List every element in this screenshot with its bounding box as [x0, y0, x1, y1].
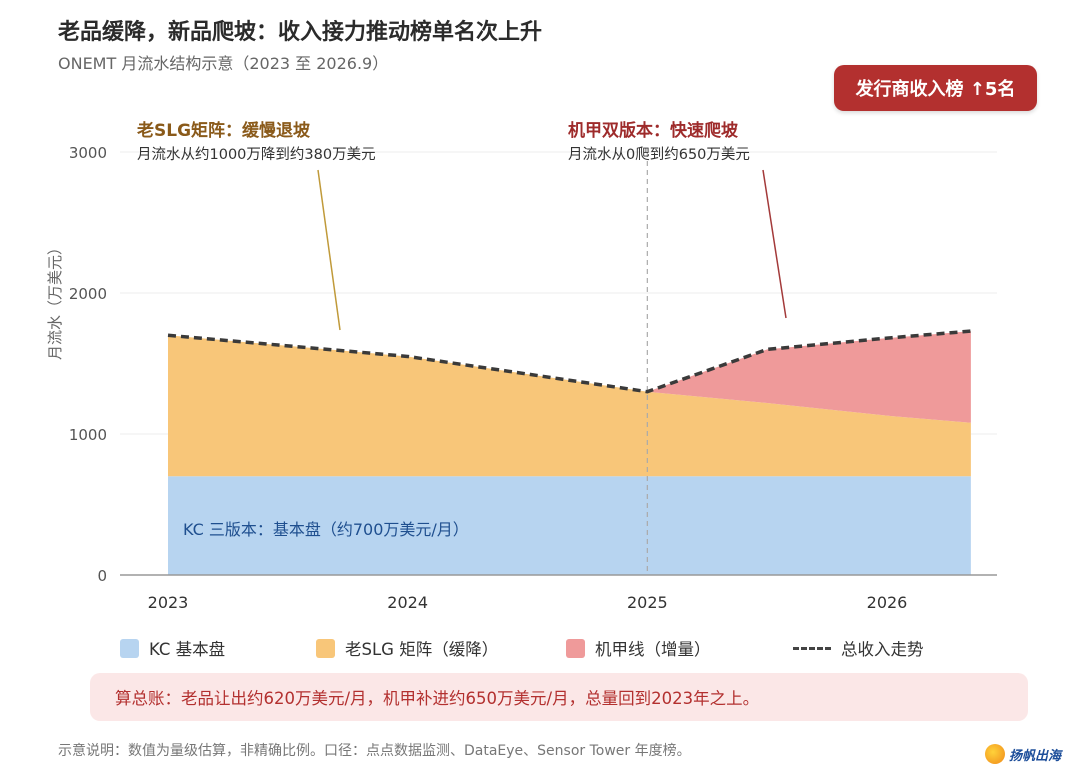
y-axis-label: 月流水（万美元）: [46, 240, 64, 360]
legend-label-slg: 老SLG 矩阵（缓降）: [345, 640, 499, 659]
chart-title: 老品缓降，新品爬坡：收入接力推动榜单名次上升: [58, 20, 543, 45]
x-tick-label-2024: 2024: [387, 593, 428, 612]
legend-item-total: 总收入走势: [793, 636, 924, 660]
y-tick-label: 1000: [69, 426, 107, 444]
y-tick-label: 3000: [69, 144, 107, 162]
y-tick-label: 2000: [69, 285, 107, 303]
total-trend-line: [167, 329, 972, 394]
x-tick-label-2025: 2025: [627, 593, 668, 612]
legend-swatch-total: [793, 646, 831, 650]
chart-legend: KC 基本盘 老SLG 矩阵（缓降） 机甲线（增量） 总收入走势: [0, 636, 1080, 666]
logo-icon: [985, 744, 1005, 764]
x-tick-label-2023: 2023: [148, 593, 189, 612]
annotation-old-title: 老SLG矩阵：缓慢退坡: [137, 121, 311, 141]
chart-subtitle: ONEMT 月流水结构示意（2023 至 2026.9）: [58, 54, 389, 73]
legend-swatch-kc: [120, 638, 139, 658]
area-kc: [168, 476, 971, 575]
legend-swatch-mecha: [566, 638, 585, 658]
legend-label-mecha: 机甲线（增量）: [595, 640, 711, 659]
area-mecha: [168, 331, 971, 423]
annotation-new-title: 机甲双版本：快速爬坡: [568, 121, 738, 141]
logo-text: 扬帆出海: [1009, 748, 1062, 764]
legend-label-total: 总收入走势: [841, 640, 924, 659]
area-chart: 0 1000 2000 3000 2023 2024 2025 2026 月流水（万美元）: [46, 144, 997, 612]
legend-label-kc: KC 基本盘: [149, 640, 226, 659]
legend-item-kc: KC 基本盘: [120, 636, 225, 660]
summary-box: 算总账：老品让出约620万美元/月，机甲补进约650万美元/月，总量回到2023…: [90, 673, 1028, 721]
summary-text: 算总账：老品让出约620万美元/月，机甲补进约650万美元/月，总量回到2023…: [115, 689, 760, 708]
annotation-new-sub: 月流水从0爬到约650万美元: [568, 147, 750, 163]
legend-swatch-slg: [316, 638, 335, 658]
brand-logo: 扬帆出海: [985, 744, 1061, 764]
annotation-new-leader: [762, 169, 787, 319]
annotation-old-sub: 月流水从约1000万降到约380万美元: [137, 147, 376, 163]
area-slg: [168, 335, 971, 477]
legend-item-slg: 老SLG 矩阵（缓降）: [316, 636, 498, 660]
footnote: 示意说明：数值为量级估算，非精确比例。口径：点点数据监测、DataEye、Sen…: [58, 743, 691, 759]
rank-badge: 发行商收入榜 ↑5名: [834, 65, 1037, 111]
x-tick-label-2026: 2026: [867, 593, 908, 612]
annotation-kc: KC 三版本：基本盘（约700万美元/月）: [183, 520, 469, 539]
legend-item-mecha: 机甲线（增量）: [566, 636, 711, 660]
annotation-old-leader: [317, 169, 341, 331]
y-tick-label: 0: [97, 567, 107, 585]
